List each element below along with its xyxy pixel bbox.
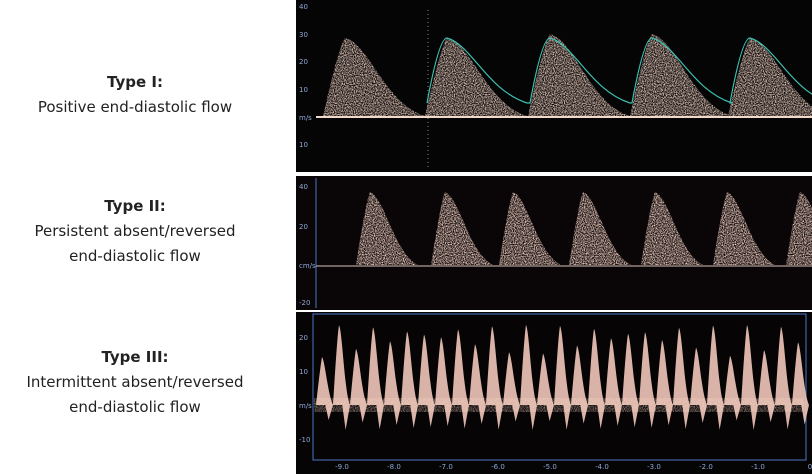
time-label: -5.0 [543,463,557,471]
type-title: Type I: [107,73,163,91]
scale-label: -10 [299,436,310,444]
time-label: -8.0 [387,463,401,471]
scale-label: 20 [299,223,308,231]
axis-bg [296,462,812,474]
panel-border [312,313,807,461]
scale-label: 40 [299,3,308,11]
time-label: -2.0 [699,463,713,471]
type-desc: Intermittent absent/reversed [26,373,244,391]
scale-label: m/s [299,114,312,122]
time-label: -1.0 [751,463,765,471]
type-label: Type II: Persistent absent/reversed end-… [0,194,270,269]
type-desc: Positive end-diastolic flow [37,98,233,116]
time-label: -7.0 [439,463,453,471]
waveform [323,34,812,116]
scale-label: 10 [299,141,308,149]
baseline-band [314,398,804,412]
type-desc: Persistent absent/reversed [34,222,236,240]
type-title: Type III: [101,348,169,366]
time-label: 0 [808,463,812,471]
type-label: Type I: Positive end-diastolic flow [0,70,270,120]
scale-label: 10 [299,86,308,94]
scale-label: 20 [299,334,308,342]
scale-label: 10 [299,368,308,376]
waveform [356,192,812,265]
time-label: -3.0 [647,463,661,471]
scale-label: m/s [299,402,312,410]
time-label: -6.0 [491,463,505,471]
type-title: Type II: [104,197,166,215]
scale-label: 30 [299,31,308,39]
scale-label: -20 [299,299,310,307]
type-desc: end-diastolic flow [69,247,201,265]
scale-label: cm/s [299,262,316,270]
scale-label: 20 [299,58,308,66]
scale-label: 40 [299,183,308,191]
envelope-trace [426,37,812,104]
time-label: -4.0 [595,463,609,471]
type-label: Type III: Intermittent absent/reversed e… [0,345,270,420]
time-label: -9.0 [335,463,349,471]
type-desc: end-diastolic flow [69,398,201,416]
